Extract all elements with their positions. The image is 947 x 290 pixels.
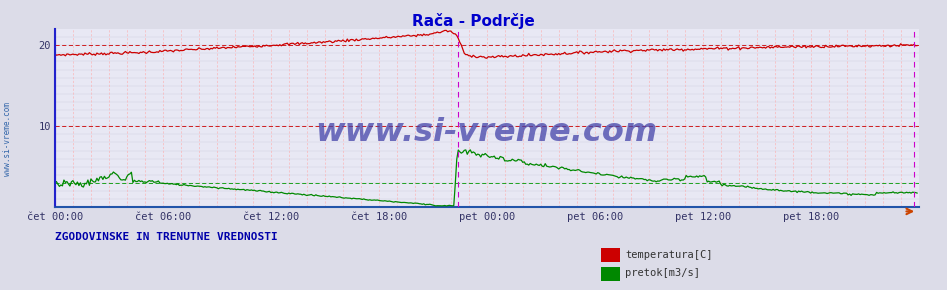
Text: temperatura[C]: temperatura[C] xyxy=(625,250,712,260)
Text: ZGODOVINSKE IN TRENUTNE VREDNOSTI: ZGODOVINSKE IN TRENUTNE VREDNOSTI xyxy=(55,232,277,242)
Text: www.si-vreme.com: www.si-vreme.com xyxy=(315,117,658,148)
Text: www.si-vreme.com: www.si-vreme.com xyxy=(3,102,12,176)
Text: Rača - Podrčje: Rača - Podrčje xyxy=(412,13,535,29)
Text: pretok[m3/s]: pretok[m3/s] xyxy=(625,269,700,278)
